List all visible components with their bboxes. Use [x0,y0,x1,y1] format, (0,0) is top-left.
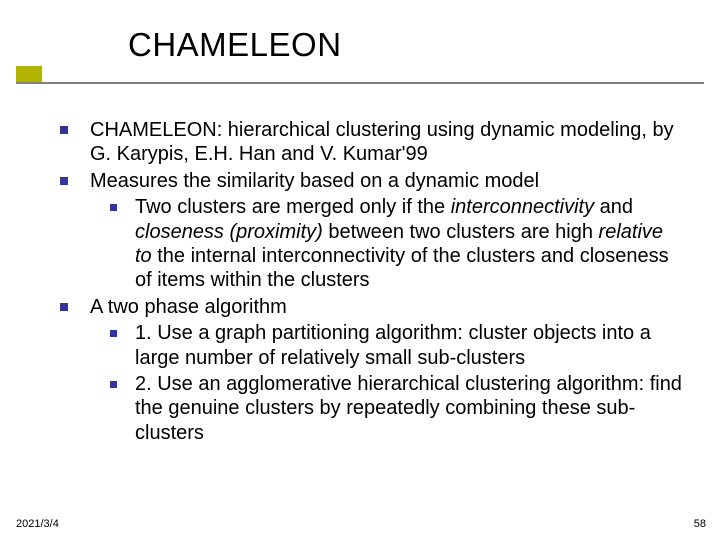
bullet-square-icon [110,330,117,337]
bullet-level-2: Two clusters are merged only if the inte… [110,195,684,293]
bullet-text: 2. Use an agglomerative hierarchical clu… [135,372,684,445]
bullet-text: 1. Use a graph partitioning algorithm: c… [135,321,684,370]
slide-title: CHAMELEON [128,26,342,64]
title-underline [16,82,704,84]
bullet-square-icon [60,126,68,134]
title-region: CHAMELEON [16,26,704,84]
bullet-square-icon [110,204,117,211]
bullet-text: A two phase algorithm [90,295,684,319]
bullet-level-1: A two phase algorithm [60,295,684,319]
bullet-square-icon [110,381,117,388]
bullet-text: CHAMELEON: hierarchical clustering using… [90,118,684,167]
bullet-level-2: 1. Use a graph partitioning algorithm: c… [110,321,684,370]
bullet-text: Two clusters are merged only if the inte… [135,195,684,293]
bullet-level-1: CHAMELEON: hierarchical clustering using… [60,118,684,167]
content-body: CHAMELEON: hierarchical clustering using… [40,118,684,447]
bullet-text: Measures the similarity based on a dynam… [90,169,684,193]
bullet-square-icon [60,177,68,185]
bullet-square-icon [60,303,68,311]
bullet-level-2: 2. Use an agglomerative hierarchical clu… [110,372,684,445]
footer-page-number: 58 [694,518,706,530]
slide: CHAMELEON CHAMELEON: hierarchical cluste… [0,0,720,540]
footer-date: 2021/3/4 [16,518,59,530]
bullet-level-1: Measures the similarity based on a dynam… [60,169,684,193]
